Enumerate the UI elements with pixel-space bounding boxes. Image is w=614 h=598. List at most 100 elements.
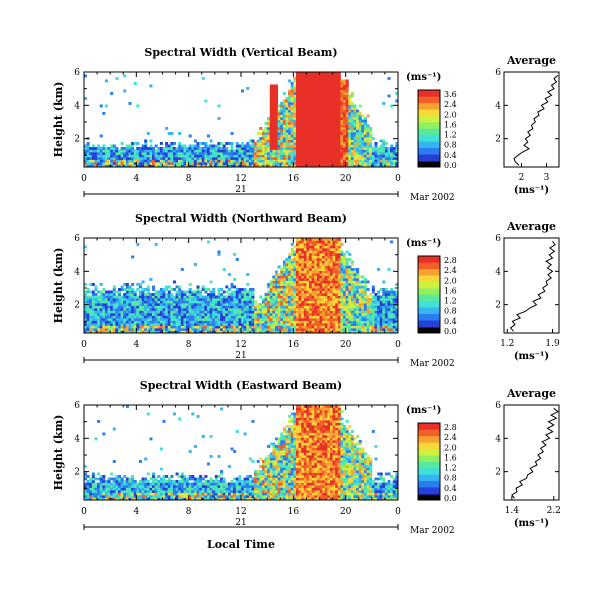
- heatmap-cell: [118, 154, 122, 158]
- heatmap-cell: [118, 308, 122, 311]
- heatmap-cell: [306, 245, 310, 249]
- heatmap-cell: [353, 313, 357, 316]
- heatmap-cell: [220, 298, 224, 301]
- heatmap-cell: [322, 77, 326, 80]
- heatmap-cell: [220, 313, 224, 316]
- heatmap-cell: [327, 295, 331, 299]
- heatmap-cell: [340, 323, 344, 326]
- heatmap-cell: [180, 157, 184, 160]
- heatmap-cell: [261, 315, 265, 319]
- heatmap-cell: [277, 114, 281, 118]
- heatmap-cell: [86, 305, 90, 309]
- heatmap-cell: [332, 330, 336, 334]
- heatmap-cell: [353, 114, 357, 118]
- heatmap-cell: [335, 74, 339, 78]
- heatmap-cell: [358, 285, 362, 289]
- heatmap-cell: [280, 147, 284, 150]
- heatmap-cell: [353, 298, 357, 301]
- heatmap-cell: [248, 147, 252, 150]
- heatmap-cell: [280, 132, 284, 135]
- heatmap-cell: [285, 154, 289, 158]
- heatmap-cell: [353, 109, 357, 113]
- heatmap-cell: [309, 265, 313, 269]
- heatmap-cell: [212, 330, 216, 334]
- heatmap-cell: [382, 298, 386, 301]
- heatmap-cell: [395, 298, 399, 301]
- heatmap-cell: [340, 303, 344, 306]
- heatmap-cell: [246, 308, 250, 311]
- heatmap-cell: [324, 77, 328, 80]
- heatmap-cell: [314, 320, 318, 324]
- heatmap-cell: [306, 295, 310, 299]
- heatmap-cell: [188, 293, 192, 296]
- heatmap-cell: [345, 159, 349, 163]
- heatmap-cell: [301, 320, 305, 324]
- heatmap-cell: [170, 162, 174, 165]
- heatmap-cell: [230, 293, 234, 296]
- heatmap-cell: [154, 318, 158, 321]
- heatmap-cell: [335, 315, 339, 319]
- heatmap-cell: [358, 323, 362, 326]
- heatmap-cell: [209, 320, 213, 324]
- heatmap-cell: [335, 94, 339, 98]
- heatmap-cell: [295, 285, 299, 289]
- heatmap-cell: [329, 275, 333, 279]
- heatmap-cell: [104, 323, 108, 326]
- heatmap-cell: [337, 305, 341, 309]
- heatmap-cell: [361, 132, 365, 135]
- heatmap-cell: [282, 313, 286, 316]
- heatmap-cell: [107, 325, 111, 329]
- heatmap-cell: [303, 278, 307, 281]
- heatmap-cell: [141, 310, 145, 314]
- heatmap-cell: [120, 147, 124, 150]
- heatmap-cell: [343, 109, 347, 113]
- heatmap-cell: [91, 144, 95, 148]
- heatmap-cell: [327, 323, 331, 326]
- heatmap-cell: [303, 303, 307, 306]
- heatmap-cell: [311, 137, 315, 140]
- heatmap-cell: [175, 154, 179, 158]
- heatmap-cell: [324, 320, 328, 324]
- heatmap-cell: [301, 112, 305, 115]
- heatmap-cell: [167, 320, 171, 324]
- heatmap-cell: [264, 310, 268, 314]
- heatmap-cell: [366, 159, 370, 163]
- heatmap-cell: [327, 308, 331, 311]
- heatmap-cell: [303, 109, 307, 113]
- heatmap-cell: [293, 330, 297, 334]
- heatmap-cell: [118, 157, 122, 160]
- heatmap-cell: [350, 102, 354, 105]
- heatmap-cell: [329, 84, 333, 88]
- heatmap-cell: [358, 328, 362, 331]
- heatmap-cell: [86, 323, 90, 326]
- heatmap-cell: [165, 144, 169, 148]
- heatmap-cell: [350, 149, 354, 153]
- heatmap-cell: [280, 298, 284, 301]
- heatmap-cell: [290, 107, 294, 110]
- heatmap-cell: [269, 310, 273, 314]
- heatmap-cell: [350, 117, 354, 120]
- heatmap-cell: [332, 77, 336, 80]
- heatmap-cell: [295, 82, 299, 85]
- heatmap-cell: [361, 129, 365, 133]
- heatmap-cell: [267, 162, 271, 165]
- heatmap-cell: [332, 72, 336, 75]
- heatmap-cell: [178, 285, 182, 289]
- heatmap-cell: [337, 152, 341, 155]
- heatmap-cell: [343, 164, 347, 168]
- heatmap-cell: [390, 104, 394, 108]
- heatmap-cell: [214, 303, 218, 306]
- heatmap-cell: [259, 144, 263, 148]
- heatmap-cell: [230, 298, 234, 301]
- heatmap-cell: [311, 288, 315, 291]
- heatmap-cell: [327, 290, 331, 294]
- heatmap-cell: [206, 159, 210, 163]
- heatmap-cell: [369, 303, 373, 306]
- heatmap-cell: [384, 157, 388, 160]
- heatmap-cell: [293, 104, 297, 108]
- heatmap-cell: [222, 308, 226, 311]
- heatmap-cell: [350, 293, 354, 296]
- heatmap-cell: [152, 288, 156, 291]
- heatmap-cell: [149, 325, 153, 329]
- heatmap-cell: [329, 238, 333, 241]
